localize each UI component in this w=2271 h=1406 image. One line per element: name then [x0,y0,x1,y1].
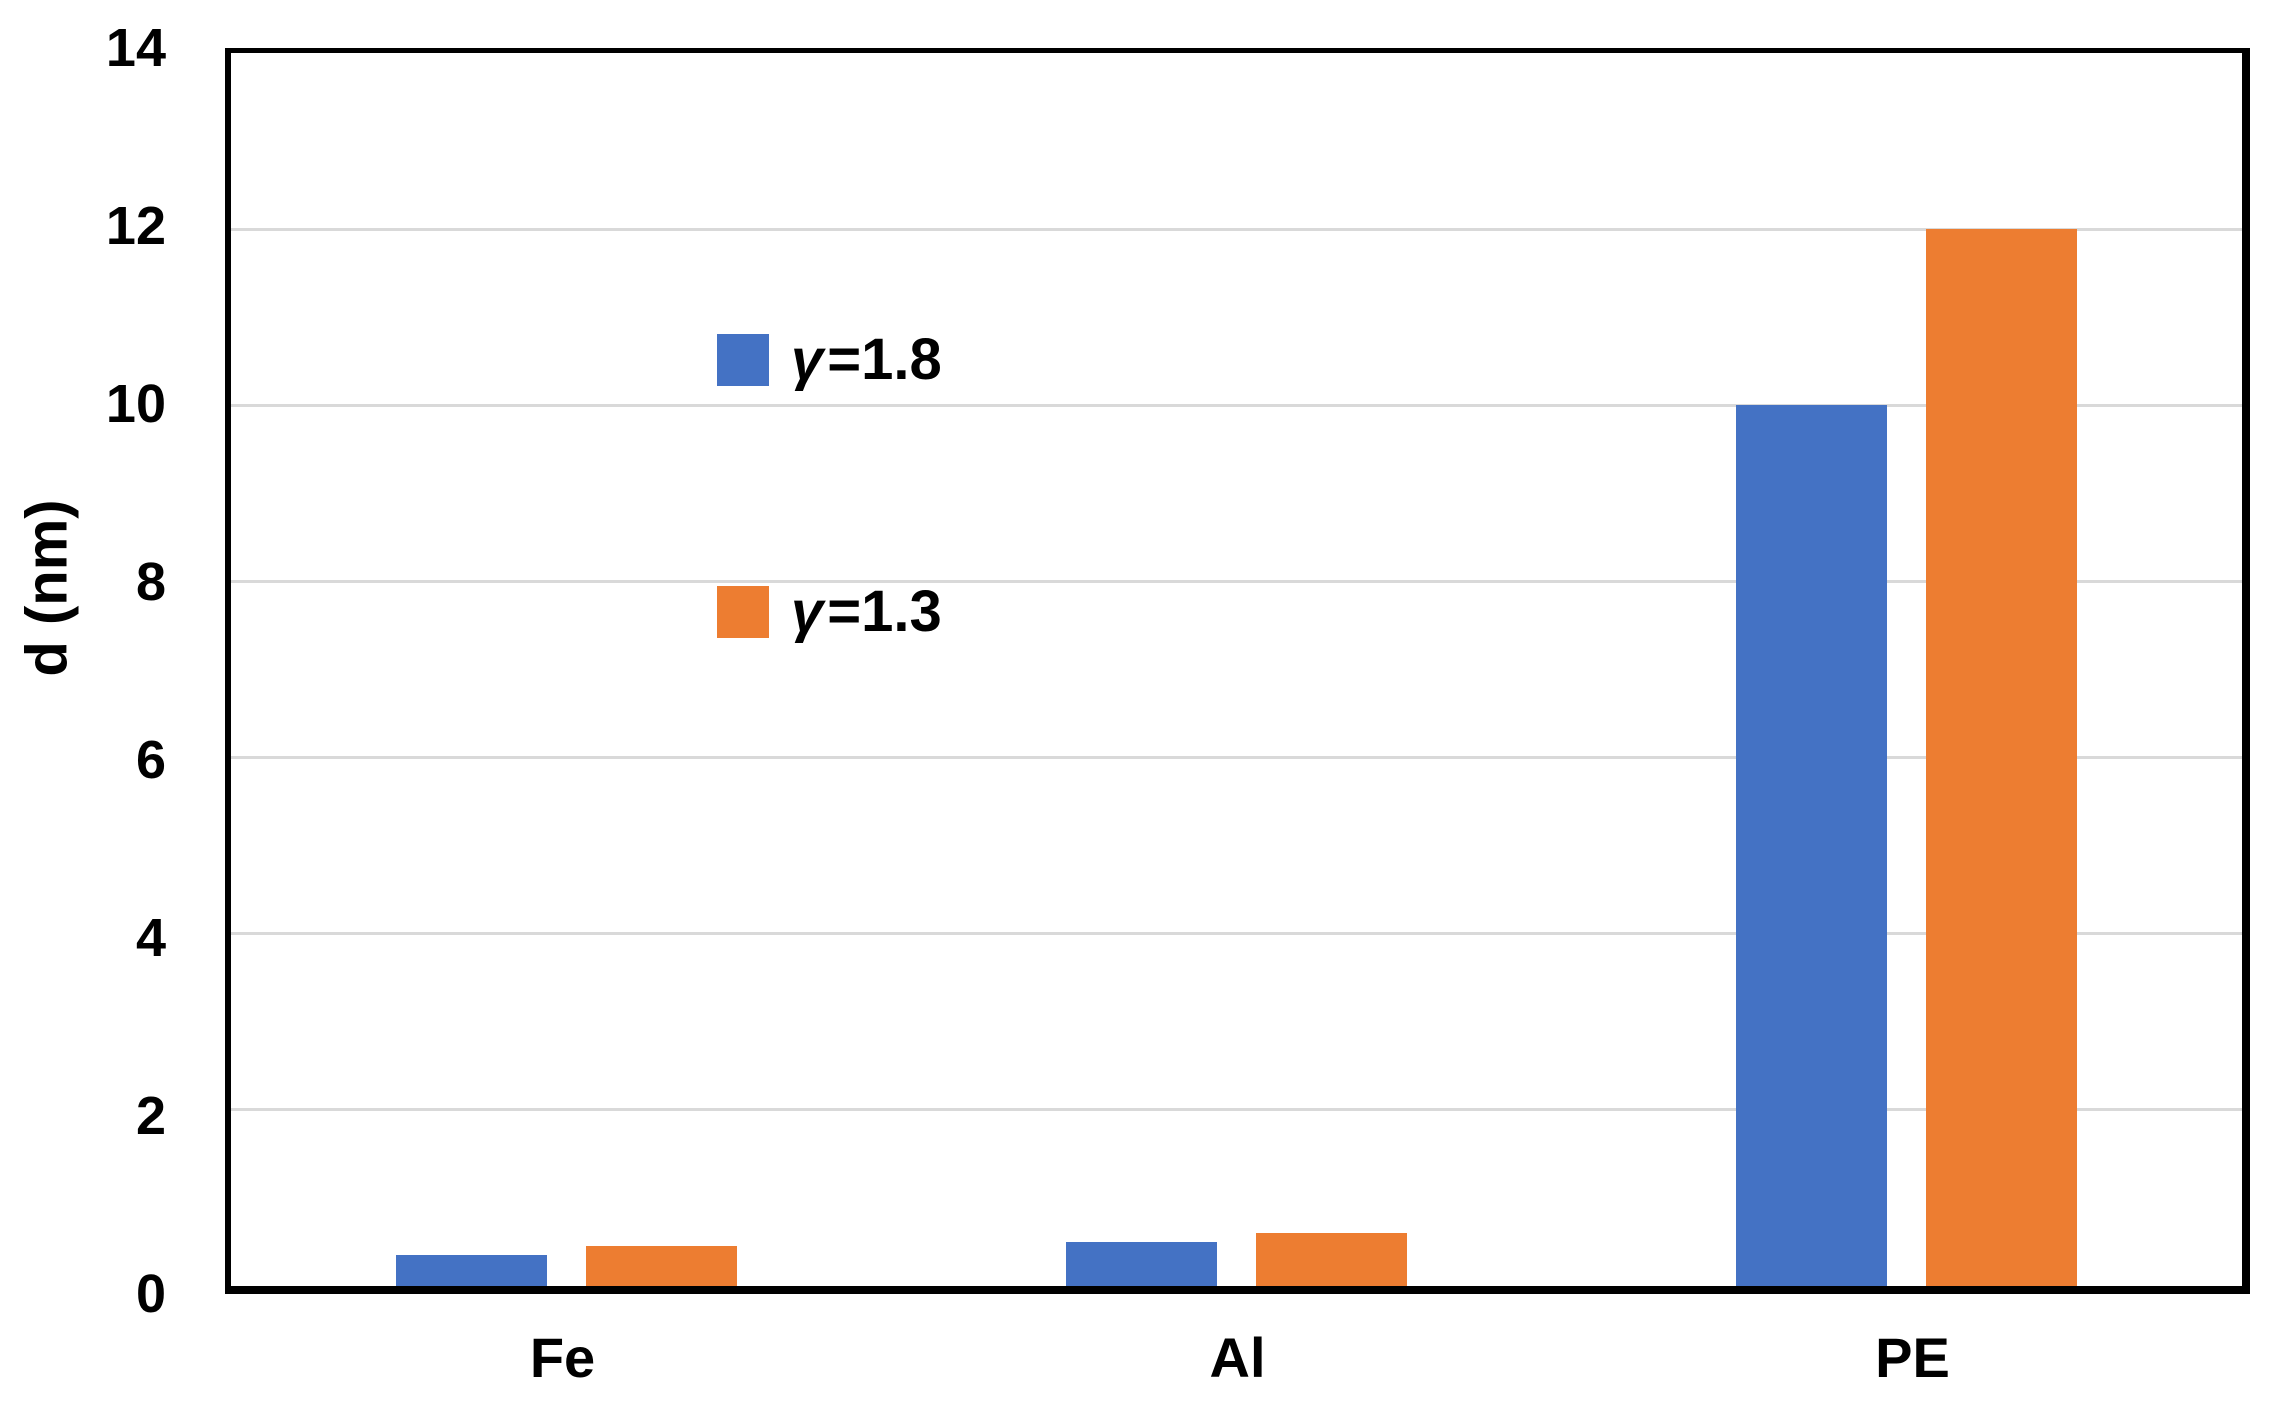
x-category-label-pe: PE [1875,1326,1950,1389]
gridline-6 [231,756,2242,760]
y-tick-label-8: 8 [135,552,166,612]
bar-al-series2 [1255,1233,1407,1286]
legend-value-gamma-1.3: =1.3 [827,579,942,644]
y-tick-label-0: 0 [135,1264,166,1324]
bar-al-series1 [1065,1241,1217,1286]
category-group-fe [231,53,901,1286]
x-category-label-al: Al [1209,1326,1266,1389]
bar-pe-series2 [1926,229,2078,1286]
gridline-8 [231,579,2242,583]
gridline-2 [231,1108,2242,1112]
y-tick-label-14: 14 [105,18,166,78]
legend-label-gamma-1.8: γ=1.8 [791,329,942,391]
bar-fe-series1 [395,1255,547,1286]
plot-area: γ=1.8 γ=1.3 [225,48,2250,1294]
legend-swatch-gamma-1.8 [717,334,769,386]
legend-label-gamma-1.3: γ=1.3 [791,581,942,643]
legend-value-gamma-1.8: =1.8 [827,327,942,392]
y-tick-label-12: 12 [105,196,166,256]
category-group-pe [1572,53,2242,1286]
y-tick-label-10: 10 [105,374,166,434]
y-tick-label-6: 6 [135,730,166,790]
y-tick-label-4: 4 [135,908,166,968]
legend-swatch-gamma-1.3 [717,586,769,638]
legend-item-gamma-1.3: γ=1.3 [717,581,942,643]
gamma-symbol: γ [791,327,824,392]
bar-fe-series2 [585,1246,737,1286]
gridline-10 [231,403,2242,407]
gamma-symbol: γ [791,579,824,644]
x-category-label-fe: Fe [529,1326,596,1389]
gridline-4 [231,932,2242,936]
y-tick-label-2: 2 [135,1086,166,1146]
legend-item-gamma-1.8: γ=1.8 [717,329,942,391]
gridline-12 [231,227,2242,231]
category-group-al [901,53,1571,1286]
bar-pe-series1 [1736,405,1888,1286]
